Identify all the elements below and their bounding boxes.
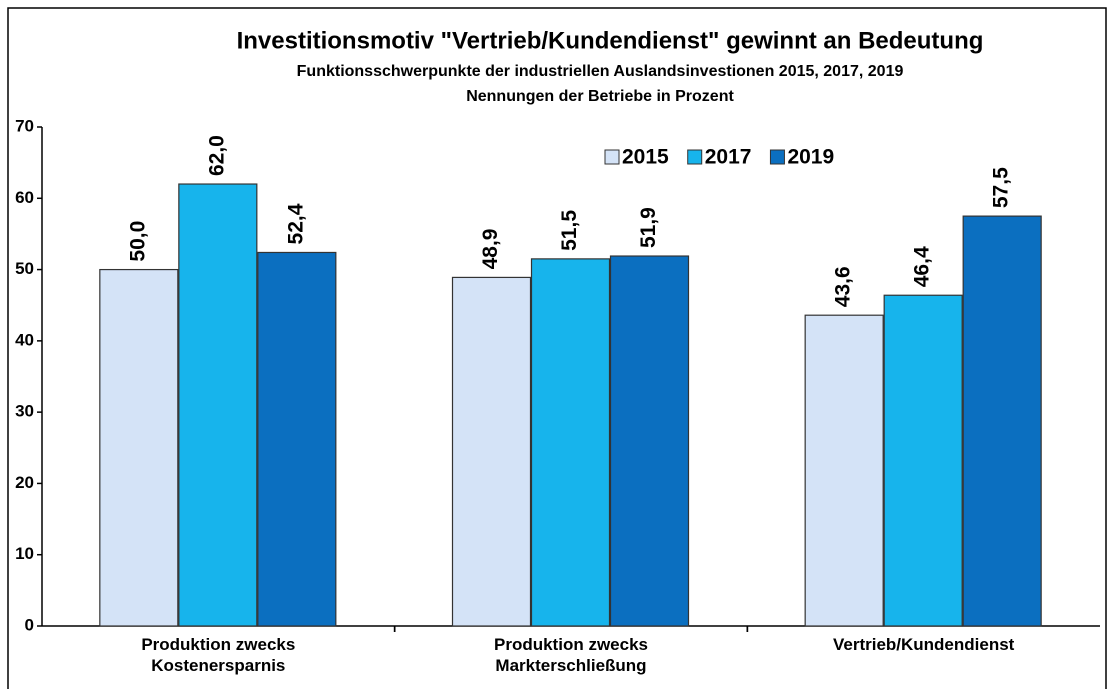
value-label: 62,0 bbox=[205, 135, 228, 176]
bar bbox=[451, 276, 532, 627]
value-label: 57,5 bbox=[990, 167, 1013, 208]
chart-subtitle: Funktionsschwerpunkte der industriellen … bbox=[297, 63, 904, 80]
legend-swatch bbox=[769, 149, 785, 165]
chart-subtitle: Nennungen der Betriebe in Prozent bbox=[466, 88, 734, 105]
x-tick-label: Produktion zwecks Kostenersparnis bbox=[141, 635, 296, 675]
legend-label: 2019 bbox=[787, 146, 834, 169]
value-label: 43,6 bbox=[832, 266, 855, 307]
value-label: 46,4 bbox=[911, 246, 934, 287]
legend-label: 2017 bbox=[705, 146, 752, 169]
bar bbox=[530, 258, 611, 627]
y-tick-label: 60 bbox=[15, 188, 34, 207]
legend-swatch bbox=[604, 149, 620, 165]
y-tick-label: 20 bbox=[15, 473, 34, 492]
value-label: 51,5 bbox=[558, 210, 581, 251]
y-tick-label: 50 bbox=[15, 259, 34, 278]
bar bbox=[883, 294, 963, 627]
bar bbox=[804, 314, 884, 627]
legend-label: 2015 bbox=[622, 146, 669, 169]
bar bbox=[962, 215, 1042, 627]
chart-title: Investitionsmotiv "Vertrieb/Kundendienst… bbox=[237, 27, 984, 54]
x-tick-label: Vertrieb/Kundendienst bbox=[832, 635, 1015, 654]
y-tick-label: 0 bbox=[25, 615, 34, 634]
y-tick-label: 70 bbox=[15, 116, 34, 135]
y-tick-label: 40 bbox=[15, 330, 34, 349]
y-tick-label: 10 bbox=[15, 544, 34, 563]
y-tick-label: 30 bbox=[15, 402, 34, 421]
value-label: 51,9 bbox=[637, 207, 660, 248]
bar bbox=[99, 268, 179, 627]
x-tick-label: Produktion zwecks Markterschließung bbox=[494, 635, 648, 675]
value-label: 48,9 bbox=[479, 229, 502, 270]
value-label: 52,4 bbox=[284, 203, 307, 244]
bar bbox=[609, 255, 690, 627]
bar bbox=[257, 251, 337, 627]
legend-swatch bbox=[687, 149, 703, 165]
bar bbox=[178, 183, 258, 627]
chart-border bbox=[7, 7, 1107, 689]
value-label: 50,0 bbox=[126, 221, 149, 262]
